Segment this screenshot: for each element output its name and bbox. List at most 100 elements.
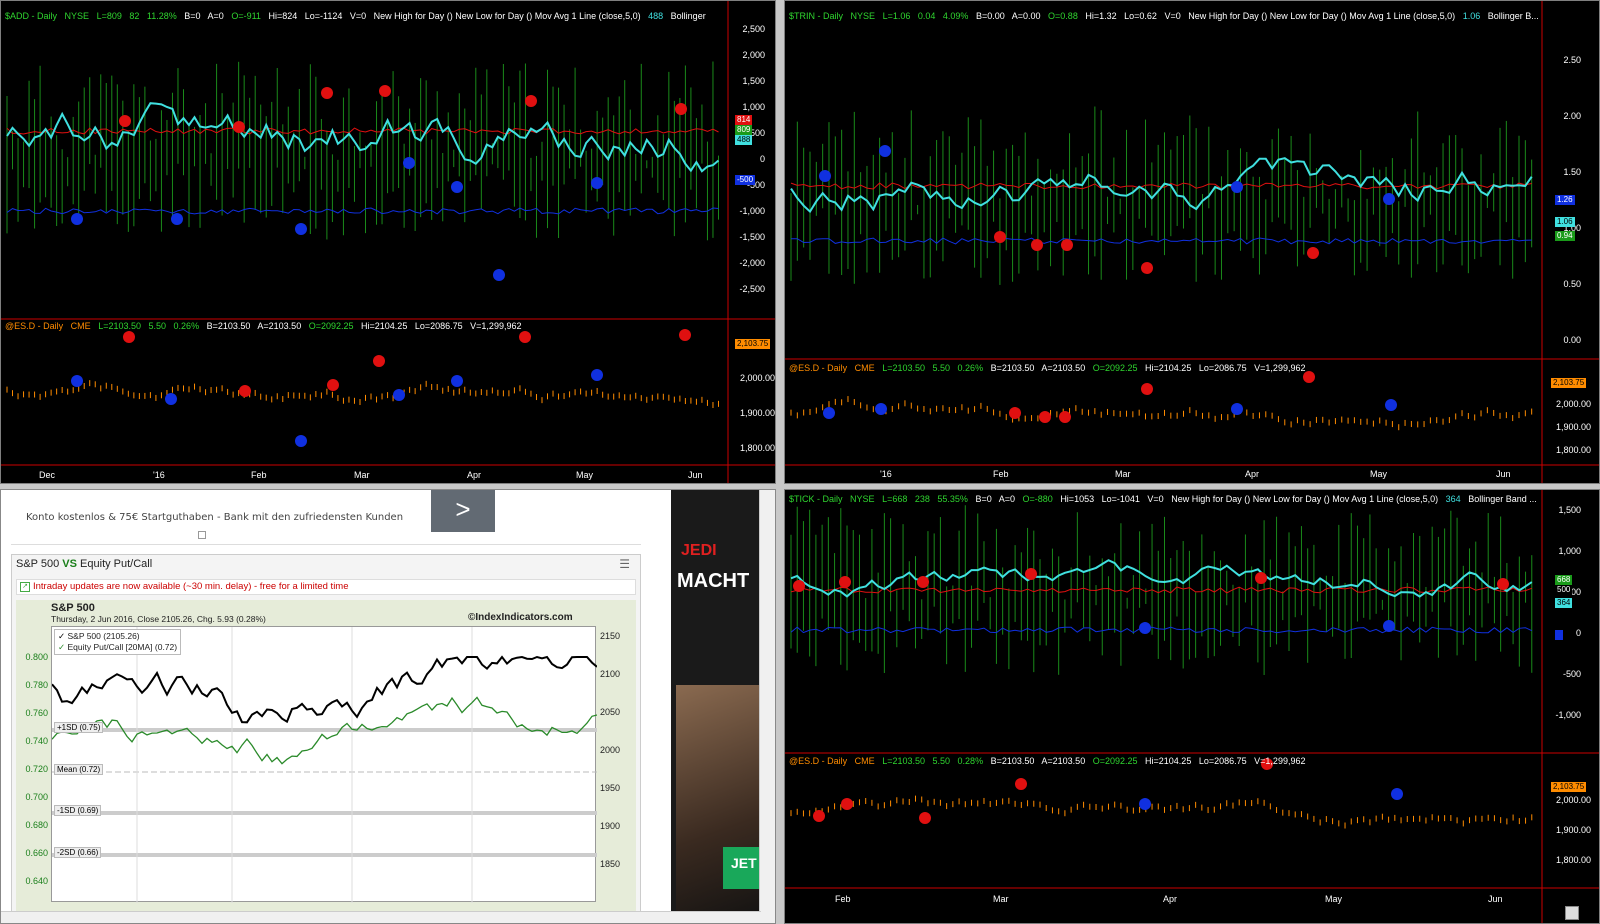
vertical-scrollbar[interactable] xyxy=(759,490,775,923)
tick-scroll-thumb[interactable] xyxy=(1565,906,1579,920)
add-es-high: Hi=2104.25 xyxy=(361,321,408,331)
tick-es-pct: 0.28% xyxy=(957,756,984,766)
trin-es-bid: B=2103.50 xyxy=(990,363,1035,373)
add-es-tick: 1,800.00 xyxy=(739,443,775,453)
tick-es-open: O=2092.25 xyxy=(1092,756,1138,766)
trin-chart-window[interactable]: $TRIN - Daily NYSE L=1.06 0.04 4.09% B=0… xyxy=(784,0,1600,484)
tick-es-vol: V=1,299,962 xyxy=(1254,756,1306,766)
moving-average-line xyxy=(790,157,1533,214)
add-y-tick: -1,500 xyxy=(739,232,765,242)
side-ad[interactable]: JEDI MACHT JET xyxy=(671,490,763,923)
add-es-header: @ES.D - Daily CME L=2103.50 5.50 0.26% B… xyxy=(5,321,526,331)
new-low-marker xyxy=(451,181,463,193)
trin-es-low: Lo=2086.75 xyxy=(1198,363,1247,373)
tick-es-axis: 2,000.00 1,900.00 1,800.00 xyxy=(1541,795,1591,885)
trin-y-tick: 1.00 xyxy=(1563,223,1581,233)
widget-menu-icon[interactable]: ☰ xyxy=(619,557,630,571)
tick-es-change: 5.50 xyxy=(932,756,951,766)
tick-es-exchange: CME xyxy=(854,756,875,766)
right-tick: 2100 xyxy=(600,669,621,679)
tick-y-tick: -1,000 xyxy=(1555,710,1581,720)
add-es-pct: 0.26% xyxy=(173,321,200,331)
side-ad-headline: JEDI xyxy=(681,542,717,559)
widget-title-a: S&P 500 xyxy=(16,558,60,570)
left-tick: 0.720 xyxy=(25,764,48,774)
tick-y-tick: 1,500 xyxy=(1558,505,1581,515)
trin-es-change: 5.50 xyxy=(932,363,951,373)
new-high-marker xyxy=(1059,411,1071,423)
add-chart-window[interactable]: $ADD - Daily NYSE L=809 82 11.28% B=0 A=… xyxy=(0,0,776,484)
add-y-axis: 2,500 2,000 1,500 1,000 500 0 -500 -1,00… xyxy=(729,24,765,310)
add-pct: 11.28% xyxy=(146,11,177,21)
new-high-marker xyxy=(1015,778,1027,790)
left-tick: 0.740 xyxy=(25,736,48,746)
tick-y-tick: 1,000 xyxy=(1558,546,1581,556)
new-low-marker xyxy=(1383,620,1395,632)
sp500-line xyxy=(51,655,598,724)
tick-low: Lo=-1041 xyxy=(1101,494,1140,504)
new-high-marker xyxy=(519,331,531,343)
add-y-tick: -2,000 xyxy=(739,258,765,268)
add-high: Hi=824 xyxy=(268,11,298,21)
trin-vol: V=0 xyxy=(1164,11,1181,21)
trin-tag-upper: 1.26 xyxy=(1555,195,1575,205)
left-tick: 0.640 xyxy=(25,876,48,886)
tick-month-label: Feb xyxy=(835,894,851,904)
new-high-marker xyxy=(327,379,339,391)
tick-es-tick: 2,000.00 xyxy=(1555,795,1591,805)
sp-chart-plot: ✓ S&P 500 (2105.26) ✓ Equity Put/Call [2… xyxy=(51,626,598,903)
new-low-marker xyxy=(295,223,307,235)
add-tag-upper: 814 xyxy=(735,115,753,125)
add-es-tag: 2,103.75 xyxy=(735,339,771,349)
tick-es-tag: 2,103.75 xyxy=(1551,782,1587,792)
add-es-symbol: @ES.D - Daily xyxy=(5,321,64,331)
ad-choice-icon[interactable] xyxy=(198,531,206,539)
tick-high: Hi=1053 xyxy=(1060,494,1095,504)
trin-y-tick: 0.00 xyxy=(1563,335,1581,345)
add-header: $ADD - Daily NYSE L=809 82 11.28% B=0 A=… xyxy=(5,11,711,21)
trin-chart-canvas xyxy=(785,1,1599,483)
add-open: O=-911 xyxy=(231,11,261,21)
bollinger-lower-line xyxy=(790,237,1532,245)
bollinger-lower-line xyxy=(790,626,1533,634)
add-es-bid: B=2103.50 xyxy=(206,321,251,331)
new-low-marker xyxy=(823,407,835,419)
new-low-marker xyxy=(875,403,887,415)
trin-exchange: NYSE xyxy=(850,11,876,21)
add-y-tick: -1,000 xyxy=(739,206,765,216)
intraday-notice[interactable]: ↗ Intraday updates are now available (~3… xyxy=(16,579,636,595)
trin-es-last: L=2103.50 xyxy=(882,363,925,373)
new-low-marker xyxy=(1383,193,1395,205)
tick-bb-label: Bollinger Band ... xyxy=(1468,494,1537,504)
widget-title: S&P 500 VS Equity Put/Call xyxy=(16,558,152,570)
ad-banner-text: Konto kostenlos & 75€ Startguthaben - Ba… xyxy=(26,512,404,523)
trin-month-label: '16 xyxy=(880,469,892,479)
new-high-marker xyxy=(1009,407,1021,419)
bollinger-upper-line xyxy=(6,127,719,135)
new-high-marker xyxy=(1141,262,1153,274)
put-call-line xyxy=(51,696,598,765)
add-chart-canvas xyxy=(1,1,775,483)
trin-pct: 4.09% xyxy=(942,11,969,21)
tick-chart-window[interactable]: $TICK - Daily NYSE L=668 238 55.35% B=0 … xyxy=(784,489,1600,924)
new-low-marker xyxy=(493,269,505,281)
add-es-axis: 2,000.00 1,900.00 1,800.00 xyxy=(727,373,775,478)
left-tick: 0.680 xyxy=(25,820,48,830)
tick-vol: V=0 xyxy=(1147,494,1164,504)
ad-arrow-button[interactable]: > xyxy=(431,490,495,532)
widget-title-b: Equity Put/Call xyxy=(80,558,153,570)
ad-banner[interactable]: Konto kostenlos & 75€ Startguthaben - Ba… xyxy=(11,490,641,545)
tick-es-last: L=2103.50 xyxy=(882,756,925,766)
tick-tag-bb: 364 xyxy=(1555,598,1573,608)
side-ad-subheadline: MACHT xyxy=(677,570,750,592)
tick-tag-lower: 0 xyxy=(1555,630,1564,640)
new-high-marker xyxy=(917,576,929,588)
tick-header: $TICK - Daily NYSE L=668 238 55.35% B=0 … xyxy=(789,494,1542,504)
new-high-marker xyxy=(1061,239,1073,251)
horizontal-scrollbar[interactable] xyxy=(1,911,761,923)
add-y-tick: 0 xyxy=(759,154,765,164)
side-ad-button[interactable]: JET xyxy=(723,847,763,889)
tick-month-label: May xyxy=(1325,894,1343,904)
trin-bb-value: 1.06 xyxy=(1462,11,1481,21)
add-month-label: May xyxy=(576,470,594,480)
